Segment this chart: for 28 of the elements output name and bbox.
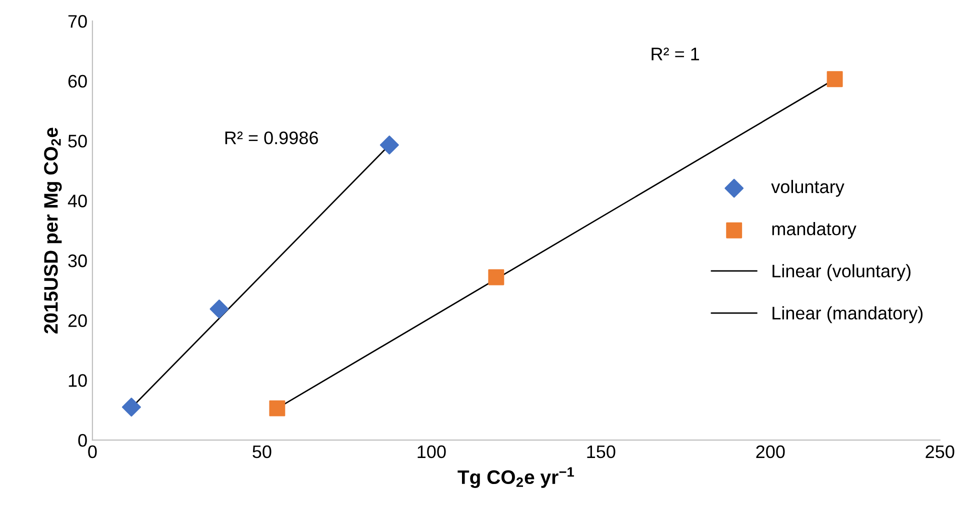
y-tick-label: 20 — [68, 314, 87, 328]
point — [122, 398, 141, 417]
y-tick-label: 30 — [68, 254, 87, 268]
annotation: R² = 1 — [652, 48, 700, 60]
y-tick-label: 10 — [68, 374, 87, 387]
y-axis-title: 2015USD per Mg CO$_{2}$e — [44, 128, 62, 334]
legend-label: Linear (voluntary) — [772, 264, 910, 281]
point — [380, 135, 399, 154]
x-axis-title: Tg CO$_{2}$e yr$^{−1}$ — [458, 467, 574, 488]
x-tick-label: 100 — [418, 445, 446, 458]
point — [210, 299, 229, 318]
x-tick-label: 0 — [88, 445, 97, 458]
legend-label: mandatory — [772, 222, 856, 239]
annotation: R² = 0.9986 — [225, 131, 318, 144]
y-tick-label: 50 — [68, 134, 87, 148]
x-tick-label: 200 — [756, 445, 785, 458]
y-tick-label: 60 — [68, 74, 87, 88]
legend-label: voluntary — [771, 180, 844, 197]
x-tick-label: 50 — [252, 445, 272, 458]
point — [826, 71, 843, 88]
x-tick-label: 150 — [587, 445, 616, 458]
y-tick-label: 0 — [78, 434, 87, 447]
y-tick-label: 70 — [68, 15, 87, 28]
x-tick-label: 250 — [926, 445, 954, 458]
point — [488, 269, 504, 286]
legend-label: Linear (mandatory) — [772, 306, 923, 324]
y-tick-label: 40 — [68, 194, 87, 208]
point — [269, 400, 286, 416]
